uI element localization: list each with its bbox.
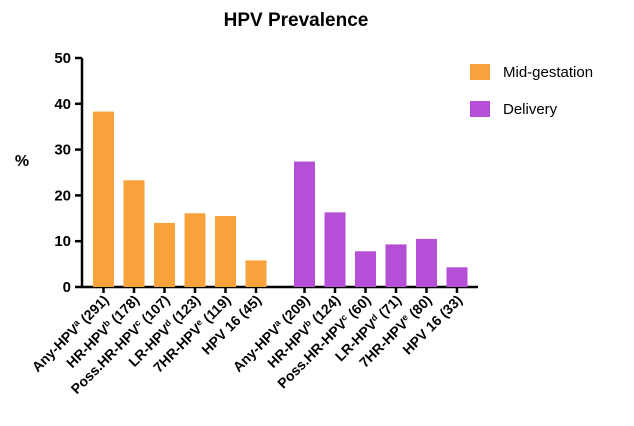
bar-delivery-5 — [416, 238, 437, 287]
category-labels: Any-HPVa (291)HR-HPVb (178)Poss.HR-HPVc … — [29, 287, 465, 397]
bar-mid-gestation-5 — [215, 216, 236, 287]
bar-delivery-1 — [294, 161, 315, 287]
y-tick-label: 0 — [63, 279, 71, 296]
legend-label: Delivery — [503, 101, 558, 118]
legend-swatch — [470, 64, 490, 80]
y-tick-label: 20 — [54, 187, 71, 204]
legend: Mid-gestation Delivery — [470, 64, 593, 118]
chart-title: HPV Prevalence — [224, 10, 369, 31]
bars — [93, 111, 468, 287]
y-tick-label: 50 — [54, 50, 71, 67]
y-axis-label: % — [15, 153, 29, 170]
bar-mid-gestation-6 — [245, 260, 267, 287]
y-axis: 0 10 20 30 40 50 — [54, 50, 478, 296]
bar-mid-gestation-3 — [154, 222, 175, 287]
bar-delivery-6 — [446, 267, 468, 287]
legend-label: Mid-gestation — [503, 64, 593, 81]
bar-delivery-4 — [385, 244, 407, 287]
y-tick-label: 30 — [54, 142, 71, 159]
y-tick-label: 40 — [54, 96, 71, 113]
bar-mid-gestation-2 — [123, 180, 145, 287]
y-tick-label: 10 — [54, 233, 71, 250]
bar-mid-gestation-4 — [184, 213, 206, 287]
bar-mid-gestation-1 — [93, 111, 114, 287]
legend-swatch — [470, 101, 490, 117]
bar-delivery-3 — [355, 251, 376, 287]
bar-delivery-2 — [324, 212, 346, 287]
